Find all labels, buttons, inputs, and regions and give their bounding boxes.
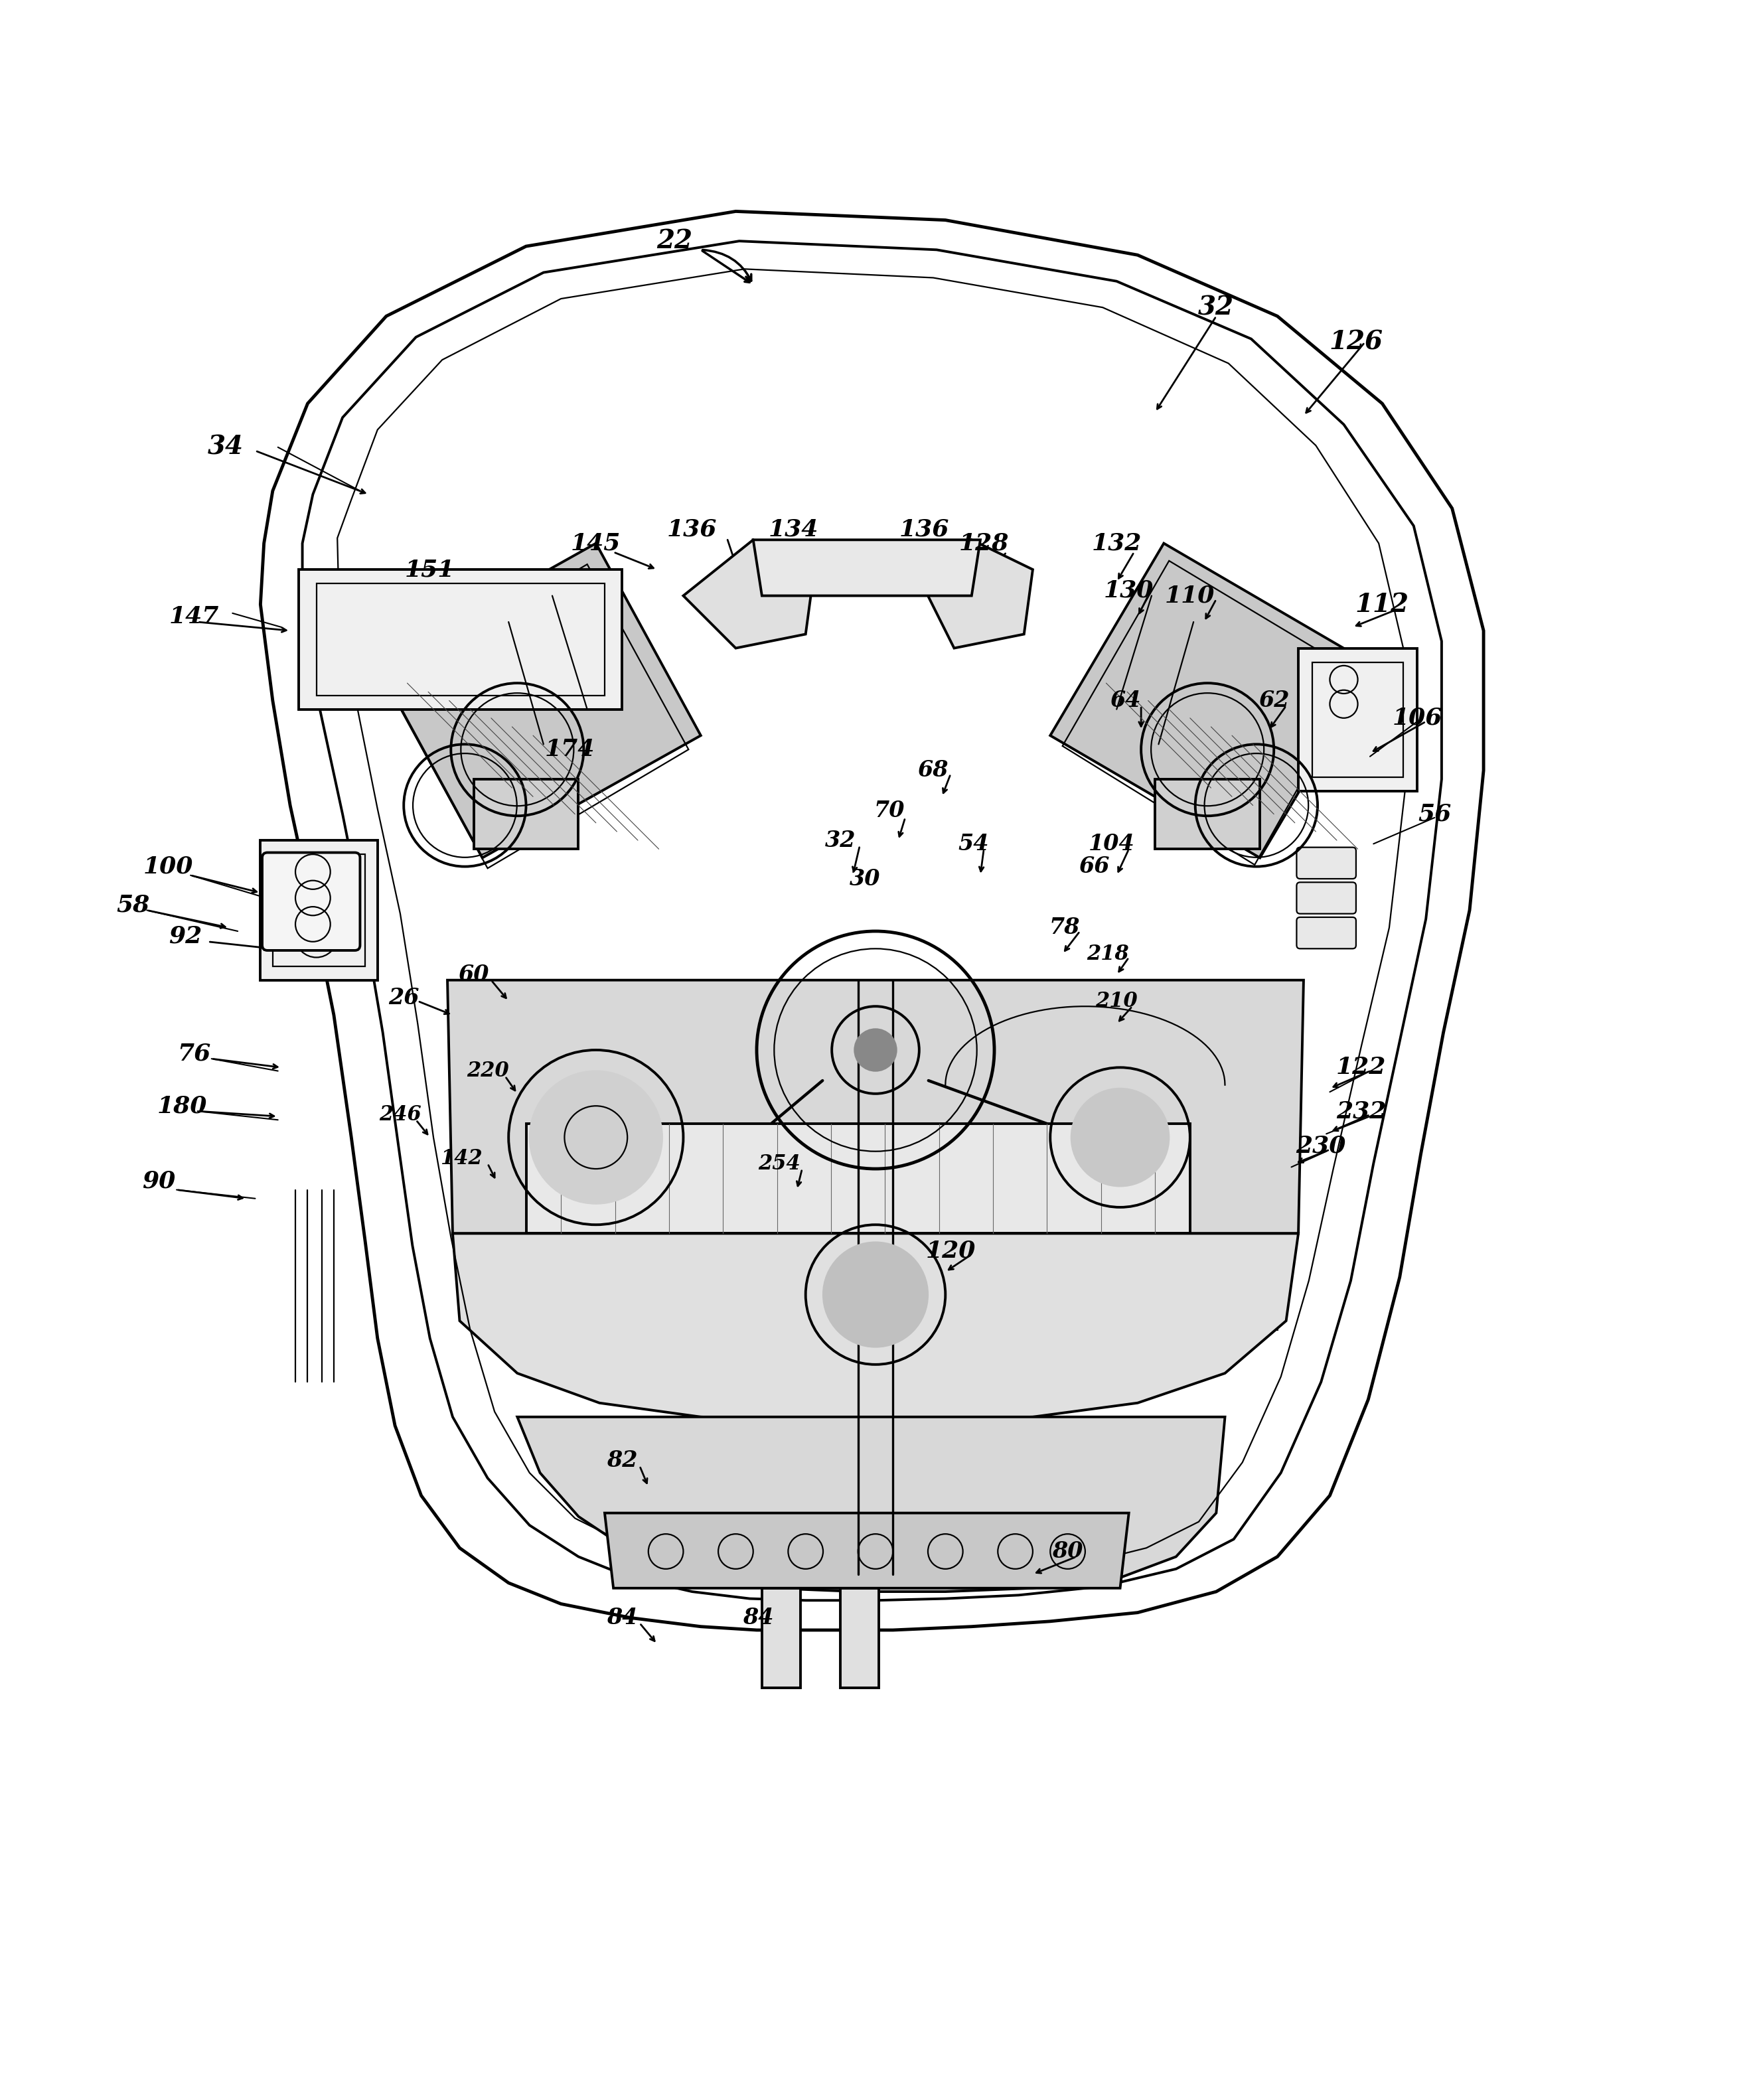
Text: 147: 147 — [170, 605, 219, 628]
PathPatch shape — [753, 540, 981, 596]
Text: 70: 70 — [874, 800, 905, 821]
PathPatch shape — [454, 1233, 1297, 1420]
Text: 106: 106 — [1392, 708, 1443, 729]
Text: 34: 34 — [208, 435, 243, 460]
PathPatch shape — [517, 1418, 1226, 1592]
Text: 174: 174 — [545, 739, 595, 760]
FancyBboxPatch shape — [263, 853, 361, 951]
Text: 76: 76 — [177, 1042, 210, 1065]
Text: 60: 60 — [459, 964, 489, 985]
Text: 218: 218 — [1087, 943, 1129, 964]
PathPatch shape — [473, 1243, 1278, 1329]
Text: 78: 78 — [1049, 918, 1080, 939]
Text: 136: 136 — [667, 519, 718, 540]
Text: 210: 210 — [1096, 991, 1138, 1012]
Text: 112: 112 — [1355, 592, 1410, 617]
PathPatch shape — [1051, 544, 1373, 857]
Text: 32: 32 — [825, 830, 856, 851]
PathPatch shape — [683, 540, 814, 649]
Text: 142: 142 — [440, 1149, 483, 1168]
Text: 130: 130 — [1103, 580, 1154, 603]
Text: 145: 145 — [571, 531, 622, 554]
Text: 54: 54 — [958, 834, 989, 855]
PathPatch shape — [299, 569, 622, 710]
FancyBboxPatch shape — [1296, 846, 1355, 878]
Text: 30: 30 — [849, 867, 881, 890]
Text: 66: 66 — [1079, 855, 1110, 878]
PathPatch shape — [448, 981, 1303, 1233]
Text: 136: 136 — [900, 519, 949, 540]
PathPatch shape — [604, 1512, 1129, 1588]
Text: 58: 58 — [116, 895, 149, 916]
Text: 64: 64 — [1110, 689, 1142, 712]
PathPatch shape — [525, 1124, 1191, 1233]
Text: 134: 134 — [769, 519, 818, 540]
Text: 22: 22 — [657, 229, 692, 254]
Text: 104: 104 — [1087, 834, 1135, 855]
Text: 32: 32 — [1198, 294, 1234, 319]
Text: 26: 26 — [389, 987, 418, 1008]
PathPatch shape — [261, 840, 378, 981]
Text: 128: 128 — [960, 531, 1009, 554]
Text: 180: 180 — [158, 1094, 207, 1117]
Text: 110: 110 — [1164, 584, 1215, 607]
Text: 100: 100 — [144, 855, 193, 878]
Text: 82: 82 — [606, 1449, 637, 1472]
Text: 84: 84 — [606, 1606, 637, 1630]
PathPatch shape — [378, 544, 700, 857]
Text: 246: 246 — [378, 1105, 422, 1126]
Text: 122: 122 — [1336, 1056, 1387, 1079]
Circle shape — [1072, 1088, 1170, 1186]
PathPatch shape — [928, 540, 1033, 649]
PathPatch shape — [1297, 649, 1417, 792]
Text: 230: 230 — [1296, 1134, 1347, 1157]
Text: 80: 80 — [1052, 1541, 1084, 1562]
Text: 220: 220 — [466, 1060, 510, 1082]
Text: 126: 126 — [1329, 330, 1383, 355]
Text: 151: 151 — [404, 559, 455, 582]
Text: 90: 90 — [142, 1170, 175, 1193]
Circle shape — [823, 1243, 928, 1346]
Circle shape — [529, 1071, 662, 1203]
Circle shape — [854, 1029, 897, 1071]
Text: 92: 92 — [168, 926, 201, 947]
Text: 132: 132 — [1091, 531, 1142, 554]
FancyBboxPatch shape — [1296, 882, 1355, 914]
PathPatch shape — [762, 1588, 800, 1688]
PathPatch shape — [473, 779, 578, 848]
Text: 120: 120 — [926, 1239, 975, 1262]
PathPatch shape — [840, 1588, 879, 1688]
PathPatch shape — [1156, 779, 1261, 848]
Text: 84: 84 — [742, 1606, 774, 1630]
Text: 62: 62 — [1259, 689, 1289, 712]
Text: 56: 56 — [1418, 802, 1452, 825]
Text: 232: 232 — [1336, 1100, 1387, 1121]
Text: 254: 254 — [758, 1153, 800, 1174]
Text: 68: 68 — [918, 760, 949, 781]
FancyBboxPatch shape — [1296, 918, 1355, 949]
